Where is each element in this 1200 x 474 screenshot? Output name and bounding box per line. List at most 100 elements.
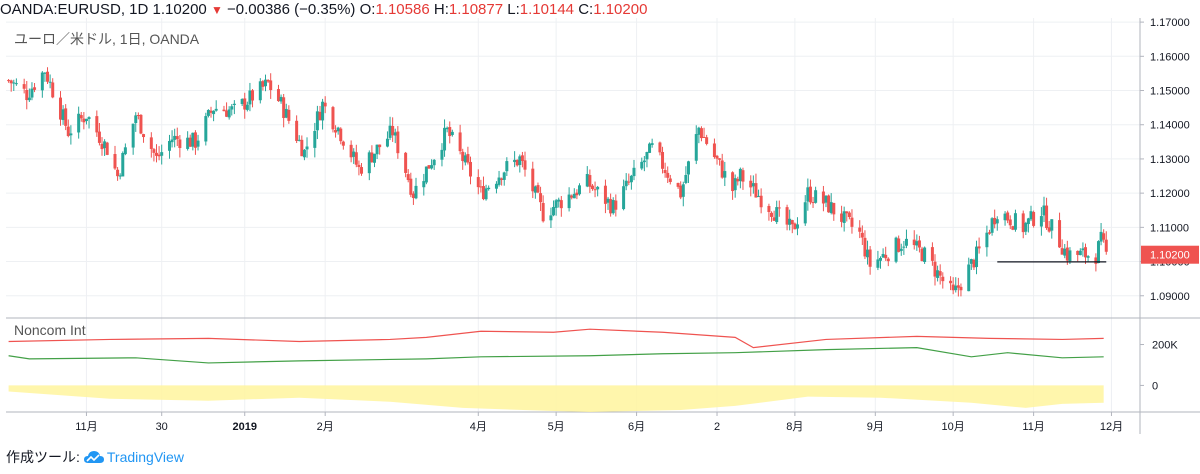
- candle-down: [1094, 257, 1098, 264]
- candle-up: [606, 198, 610, 203]
- candle-up: [866, 249, 870, 258]
- candle-up: [167, 140, 171, 151]
- candle-down: [977, 246, 981, 249]
- indicator-tick-label: 0: [1152, 380, 1158, 392]
- candle-down: [884, 254, 888, 259]
- candle-up: [484, 188, 488, 200]
- candle-down: [754, 183, 758, 198]
- candle-up: [686, 161, 690, 175]
- time-axis[interactable]: 11月 30 2019 2月 4月 5月 6月 2 8月 9月 10月 11月 12月: [75, 412, 1123, 433]
- candle-down: [663, 170, 667, 174]
- time-tick-label: 10月: [942, 421, 965, 433]
- brand-label[interactable]: TradingView: [106, 449, 184, 465]
- candle-up: [432, 159, 436, 166]
- candle-down: [790, 220, 794, 225]
- candle-up: [1029, 211, 1033, 220]
- candle-up: [1039, 216, 1043, 227]
- candle-down: [51, 82, 55, 98]
- candle-down: [539, 193, 543, 203]
- price-tick-label: 1.14000: [1150, 120, 1190, 132]
- candle-down: [404, 152, 408, 173]
- candle-down: [100, 143, 104, 150]
- candle-down: [406, 174, 410, 181]
- low-label: L:: [507, 1, 520, 18]
- candle-up: [170, 139, 174, 143]
- price-tick-label: 1.12000: [1150, 188, 1190, 200]
- candle-up: [650, 143, 654, 145]
- candle-up: [681, 184, 685, 197]
- candle-up: [445, 127, 449, 130]
- candle-down: [731, 172, 735, 192]
- shorts-line: [8, 346, 1104, 364]
- candle-up: [624, 180, 628, 187]
- candle-up: [248, 90, 252, 105]
- candle-up: [123, 147, 127, 155]
- candle-down: [1047, 227, 1051, 232]
- candle-up: [84, 118, 88, 122]
- candle-down: [251, 90, 255, 101]
- chart-canvas[interactable]: ユーロ／米ドル, 1日, OANDA 1.090001.100001.11000…: [0, 0, 1200, 446]
- candle-down: [427, 165, 431, 169]
- candle-down: [858, 227, 862, 232]
- time-tick-label: 30: [156, 421, 168, 433]
- tradingview-link[interactable]: TradingView: [83, 446, 184, 468]
- candle-up: [876, 259, 880, 268]
- candle-up: [513, 159, 517, 163]
- candle-down: [79, 115, 83, 119]
- candle-up: [284, 108, 288, 118]
- candle-down: [1032, 212, 1036, 226]
- last-price-value: 1.10200: [1150, 250, 1190, 262]
- candle-up: [795, 224, 799, 229]
- open-value: 1.10586: [375, 1, 430, 18]
- candle-down: [1084, 247, 1088, 258]
- candle-up: [375, 144, 379, 155]
- candle-up: [899, 248, 903, 251]
- candle-up: [494, 183, 498, 189]
- candle-down: [22, 84, 26, 89]
- candle-down: [668, 178, 672, 182]
- time-tick-label: 11月: [75, 421, 97, 433]
- candle-down: [933, 261, 937, 277]
- candle-down: [715, 155, 719, 159]
- candle-down: [476, 177, 480, 188]
- candle-up: [567, 194, 571, 209]
- time-tick-label: 11月: [1022, 421, 1044, 433]
- candle-down: [468, 161, 472, 177]
- candle-up: [645, 152, 649, 160]
- candle-up: [1003, 213, 1007, 221]
- indicator-axis[interactable]: 200K 0: [1140, 340, 1178, 393]
- candle-up: [27, 97, 31, 101]
- candle-up: [803, 202, 807, 224]
- candle-up: [69, 133, 73, 136]
- candle-down: [209, 110, 213, 113]
- grid: [6, 18, 1140, 412]
- time-tick-label: 2019: [232, 421, 256, 433]
- candle-up: [572, 193, 576, 199]
- cloud-icon: [83, 451, 104, 463]
- candle-up: [61, 109, 65, 121]
- candle-up: [279, 96, 283, 102]
- candles: [7, 67, 1108, 297]
- symbol-label[interactable]: OANDA:EURUSD, 1D: [0, 1, 149, 18]
- candle-down: [821, 191, 825, 204]
- candle-down: [349, 144, 353, 158]
- candle-up: [232, 103, 236, 106]
- candle-down: [331, 107, 335, 130]
- candle-up: [806, 187, 810, 202]
- candle-down: [811, 202, 815, 204]
- indicator-pane: [8, 328, 1104, 412]
- candle-up: [757, 195, 761, 197]
- candle-down: [396, 131, 400, 154]
- candle-up: [118, 175, 122, 177]
- candle-up: [214, 108, 218, 111]
- candle-down: [972, 259, 976, 268]
- candle-down: [479, 186, 483, 188]
- candle-down: [987, 232, 991, 234]
- candle-up: [723, 171, 727, 178]
- price-change: −0.00386 (−0.35%): [227, 1, 356, 18]
- candle-down: [845, 211, 849, 214]
- candle-down: [287, 109, 291, 121]
- candle-up: [450, 131, 454, 135]
- candle-up: [40, 72, 44, 91]
- candle-down: [7, 80, 11, 82]
